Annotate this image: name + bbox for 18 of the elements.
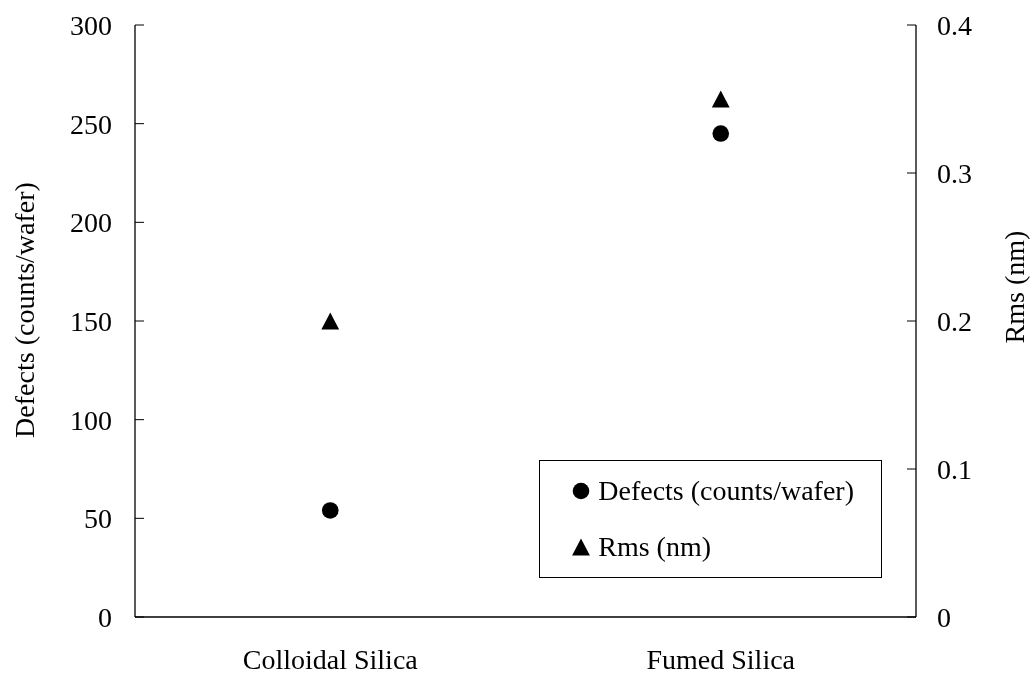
y-tick-label: 200 [70, 207, 112, 239]
legend-label: Rms (nm) [598, 531, 712, 563]
x-tick-label: Fumed Silica [646, 643, 796, 675]
y2-tick-label: 0.1 [937, 453, 972, 485]
y-tick-label: 50 [84, 503, 112, 535]
legend-label: Defects (counts/wafer) [598, 475, 854, 507]
y-tick-label: 100 [70, 404, 112, 436]
y-tick-label: 300 [70, 9, 112, 41]
y-tick-label: 0 [98, 601, 112, 633]
y-tick-label: 250 [70, 108, 112, 140]
x-tick-label: Colloidal Silica [242, 643, 419, 675]
y-tick-label: 150 [70, 305, 112, 337]
y2-tick-label: 0.2 [937, 305, 972, 337]
y2-tick-label: 0.4 [937, 9, 972, 41]
y2-axis-title: Rms (nm) [998, 230, 1029, 344]
y2-tick-label: 0.3 [937, 157, 972, 189]
y-axis-title: Defects (counts/wafer) [8, 182, 39, 438]
y2-tick-label: 0 [937, 601, 951, 633]
